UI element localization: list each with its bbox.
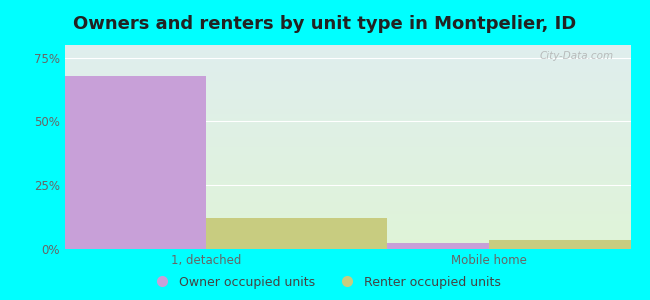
Bar	[308, 243, 489, 249]
Legend: Owner occupied units, Renter occupied units: Owner occupied units, Renter occupied un…	[144, 271, 506, 294]
Text: Owners and renters by unit type in Montpelier, ID: Owners and renters by unit type in Montp…	[73, 15, 577, 33]
Bar	[25, 76, 207, 249]
Bar	[489, 240, 650, 249]
Bar	[207, 218, 387, 249]
Text: City-Data.com: City-Data.com	[540, 51, 614, 61]
